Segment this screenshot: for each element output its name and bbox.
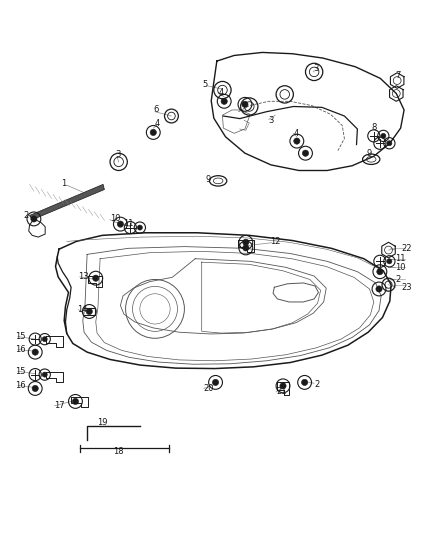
Circle shape xyxy=(42,337,47,342)
Text: 11: 11 xyxy=(123,219,134,228)
Circle shape xyxy=(31,216,37,222)
Text: 16: 16 xyxy=(15,345,25,354)
Text: 15: 15 xyxy=(15,332,25,341)
Circle shape xyxy=(86,309,92,314)
Text: 9: 9 xyxy=(366,149,371,158)
Circle shape xyxy=(377,269,383,275)
Text: 8: 8 xyxy=(371,123,377,132)
Polygon shape xyxy=(30,184,104,220)
Text: 22: 22 xyxy=(402,244,412,253)
Text: 14: 14 xyxy=(77,305,88,314)
Text: 3: 3 xyxy=(313,64,319,73)
Circle shape xyxy=(32,349,38,355)
Text: 13: 13 xyxy=(78,271,89,280)
Circle shape xyxy=(212,379,219,385)
Text: 20: 20 xyxy=(204,384,214,393)
Circle shape xyxy=(72,398,78,405)
Text: 5: 5 xyxy=(202,80,208,90)
Text: 2: 2 xyxy=(396,275,401,284)
Text: 12: 12 xyxy=(270,237,280,246)
Text: 2: 2 xyxy=(314,379,319,389)
Text: 3: 3 xyxy=(269,116,274,125)
Circle shape xyxy=(381,133,386,139)
Circle shape xyxy=(221,98,227,104)
Text: 18: 18 xyxy=(113,447,124,456)
Circle shape xyxy=(280,383,286,389)
Circle shape xyxy=(301,379,308,385)
Text: 7: 7 xyxy=(396,71,401,80)
Circle shape xyxy=(302,150,309,156)
Text: 4: 4 xyxy=(293,129,299,138)
Text: 10: 10 xyxy=(110,214,120,223)
Circle shape xyxy=(32,385,38,392)
Circle shape xyxy=(387,141,392,146)
Circle shape xyxy=(242,101,248,108)
Text: 17: 17 xyxy=(54,401,64,410)
Circle shape xyxy=(294,138,300,144)
Circle shape xyxy=(150,130,156,135)
Text: 4: 4 xyxy=(218,88,223,97)
Text: 10: 10 xyxy=(396,263,406,272)
Circle shape xyxy=(138,225,142,230)
Text: 19: 19 xyxy=(97,418,108,427)
Text: 11: 11 xyxy=(396,254,406,263)
Circle shape xyxy=(243,245,249,251)
Text: 16: 16 xyxy=(15,381,25,390)
Circle shape xyxy=(387,259,392,264)
Text: 6: 6 xyxy=(153,106,159,115)
Circle shape xyxy=(117,221,124,227)
Circle shape xyxy=(376,286,382,292)
Circle shape xyxy=(93,275,99,281)
Text: 9: 9 xyxy=(205,175,210,184)
Text: 2: 2 xyxy=(24,211,29,220)
Circle shape xyxy=(243,239,249,245)
Text: 1: 1 xyxy=(61,179,67,188)
Text: 15: 15 xyxy=(15,367,25,376)
Circle shape xyxy=(42,372,47,377)
Text: 23: 23 xyxy=(402,283,412,292)
Text: 4: 4 xyxy=(155,119,160,128)
Text: 3: 3 xyxy=(115,150,120,159)
Text: 21: 21 xyxy=(276,387,286,397)
